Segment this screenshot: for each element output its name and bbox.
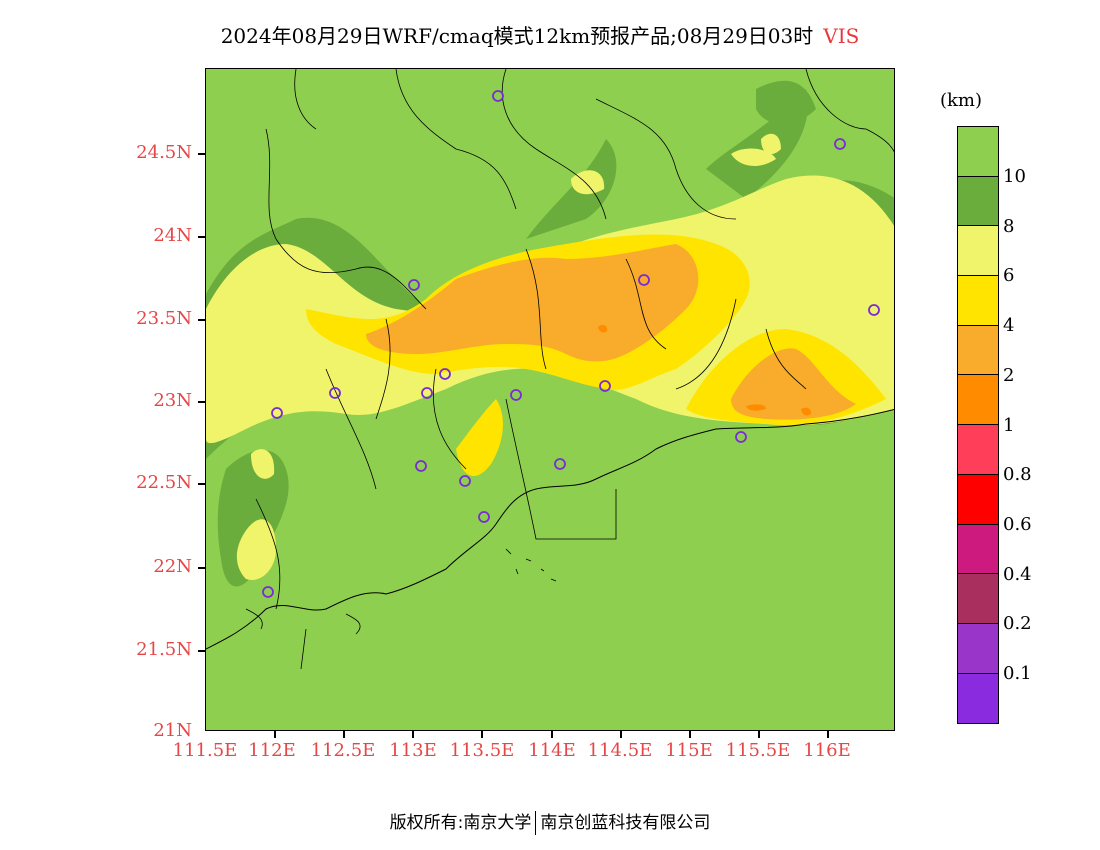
- lat-label: 22N: [153, 556, 192, 577]
- lon-tick: [343, 731, 345, 738]
- colorbar-label: 0.6: [1003, 513, 1032, 535]
- lon-tick: [827, 731, 829, 738]
- boundary-lines: [255, 69, 894, 610]
- colorbar-swatch: [958, 325, 998, 376]
- station-marker: [262, 586, 274, 598]
- lat-tick: [198, 401, 205, 403]
- lon-tick: [274, 731, 276, 738]
- station-marker: [271, 407, 283, 419]
- footer-copyright: 版权所有:南京大学: [389, 813, 532, 833]
- colorbar-label: 8: [1003, 215, 1015, 237]
- lon-label: 113.5E: [449, 740, 515, 761]
- station-marker: [439, 368, 451, 380]
- lon-label: 116E: [803, 740, 851, 761]
- station-marker: [492, 90, 504, 102]
- pale-patch-sw: [236, 449, 276, 580]
- lon-tick: [551, 731, 553, 738]
- visibility-map[interactable]: [205, 68, 895, 731]
- lat-label: 24.5N: [136, 142, 192, 163]
- station-marker: [415, 460, 427, 472]
- lon-label: 114.5E: [587, 740, 653, 761]
- colorbar-swatch: [958, 127, 998, 177]
- colorbar-label: 6: [1003, 265, 1015, 287]
- station-marker: [421, 387, 433, 399]
- station-marker: [510, 389, 522, 401]
- coastline: [206, 408, 894, 650]
- yellow-patch-center: [456, 399, 503, 476]
- lat-tick: [198, 650, 205, 652]
- lat-label: 23N: [153, 390, 192, 411]
- colorbar-label: 0.2: [1003, 613, 1032, 635]
- lat-label: 22.5N: [136, 472, 192, 493]
- colorbar-label: 0.8: [1003, 464, 1032, 486]
- footer: 版权所有:南京大学 南京创蓝科技有限公司: [0, 808, 1100, 835]
- colorbar-swatch: [958, 176, 998, 227]
- colorbar-swatch: [958, 673, 998, 724]
- lat-tick: [198, 483, 205, 485]
- lon-label: 113E: [389, 740, 437, 761]
- lat-label: 23.5N: [136, 308, 192, 329]
- station-marker: [599, 380, 611, 392]
- title-variable: VIS: [823, 24, 860, 48]
- colorbar-swatch: [958, 226, 998, 277]
- lat-tick: [198, 236, 205, 238]
- lon-tick: [758, 731, 760, 738]
- lat-tick: [198, 319, 205, 321]
- lat-tick: [198, 153, 205, 155]
- lon-label: 112.5E: [310, 740, 376, 761]
- station-marker: [459, 475, 471, 487]
- colorbar-swatch: [958, 474, 998, 525]
- station-marker: [638, 274, 650, 286]
- colorbar-swatch: [958, 574, 998, 624]
- pale-patch-n: [571, 133, 781, 195]
- footer-company: 南京创蓝科技有限公司: [540, 813, 711, 833]
- lat-tick: [198, 567, 205, 569]
- station-marker: [554, 458, 566, 470]
- colorbar-swatch: [958, 623, 998, 674]
- map-canvas: [206, 69, 894, 670]
- islands: [245, 548, 557, 670]
- colorbar-swatch: [958, 425, 998, 475]
- colorbar-label: 4: [1003, 315, 1015, 337]
- deep-orange-spot-1: [598, 324, 608, 333]
- station-marker: [329, 387, 341, 399]
- colorbar-swatch: [958, 276, 998, 326]
- colorbar-label: 10: [1003, 166, 1026, 187]
- colorbar-label: 1: [1003, 414, 1015, 436]
- station-marker: [834, 138, 846, 150]
- lon-tick: [412, 731, 414, 738]
- station-marker: [868, 304, 880, 316]
- deep-orange-spot-2: [746, 404, 812, 416]
- colorbar-label: 0.4: [1003, 563, 1032, 585]
- station-markers: [262, 90, 880, 598]
- station-marker: [478, 511, 490, 523]
- colorbar-swatch: [958, 524, 998, 575]
- lon-tick: [481, 731, 483, 738]
- title-main: 2024年08月29日WRF/cmaq模式12km预报产品;08月29日03时: [220, 24, 814, 48]
- lat-label: 21N: [153, 720, 192, 741]
- orange-band: [366, 244, 699, 362]
- lon-tick: [620, 731, 622, 738]
- colorbar-label: 0.1: [1003, 663, 1032, 684]
- lon-label: 111.5E: [172, 740, 238, 761]
- colorbar-label: 2: [1003, 364, 1015, 386]
- lon-label: 115.5E: [725, 740, 791, 761]
- lat-label: 21.5N: [136, 639, 192, 660]
- orange-patch-east: [731, 348, 856, 420]
- colorbar-unit: (km): [940, 90, 983, 111]
- footer-separator: [535, 811, 537, 835]
- lon-tick: [689, 731, 691, 738]
- station-marker: [735, 431, 747, 443]
- lon-label: 112E: [248, 740, 296, 761]
- lat-label: 24N: [153, 225, 192, 246]
- lon-label: 115E: [665, 740, 713, 761]
- colorbar-swatch: [958, 375, 998, 426]
- map-title: 2024年08月29日WRF/cmaq模式12km预报产品;08月29日03时 V…: [0, 20, 1080, 49]
- green-patch-south: [217, 450, 289, 587]
- lon-label: 114E: [528, 740, 576, 761]
- colorbar: [957, 126, 999, 725]
- station-marker: [408, 279, 420, 291]
